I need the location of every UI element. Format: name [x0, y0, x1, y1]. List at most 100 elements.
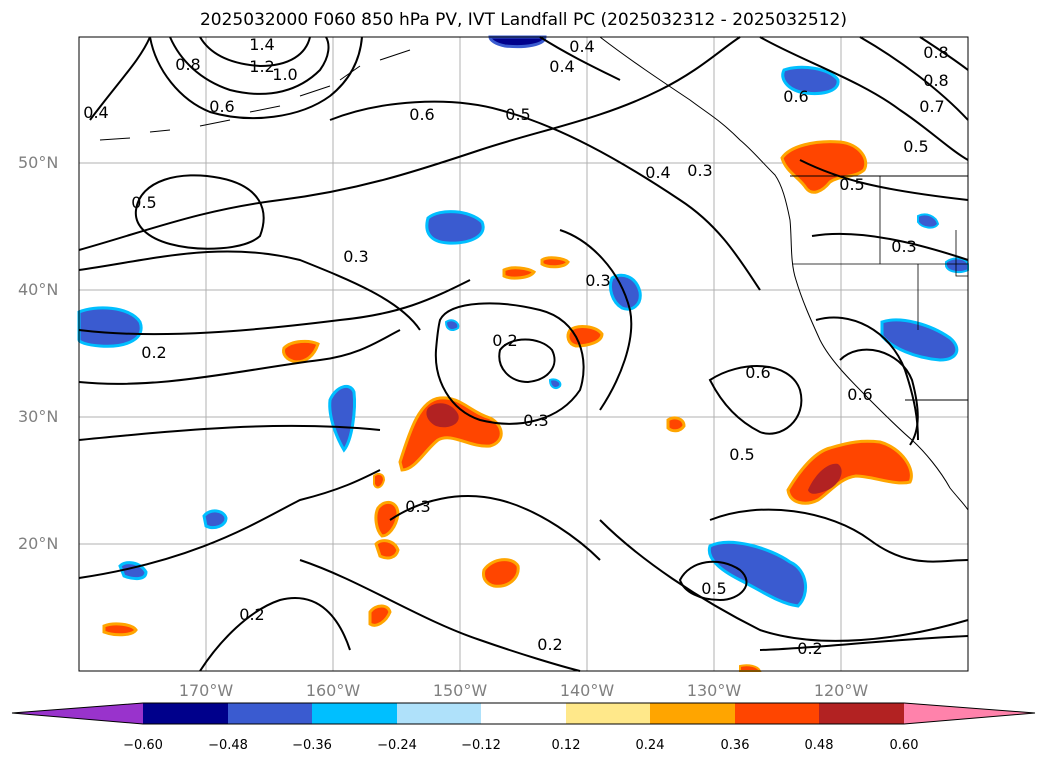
negative-anomaly-fields: [77, 35, 969, 608]
contour-line: [759, 635, 969, 651]
colorbar-segment: [819, 703, 904, 724]
contour-line: [149, 36, 363, 120]
lat-label-20: 20°N: [18, 534, 59, 553]
colorbar-outline: [11, 702, 1036, 725]
map-frame: [78, 36, 969, 672]
blob-red: [786, 439, 913, 505]
colorbar-segment: [650, 703, 735, 724]
blob-red: [666, 416, 686, 433]
colorbar-tick-label: −0.24: [377, 738, 417, 753]
contour-label: 0.4: [549, 57, 574, 76]
lat-label-30: 30°N: [18, 407, 59, 426]
blob-red: [482, 558, 520, 588]
contour-label: 0.8: [175, 55, 200, 74]
contour-label: 0.6: [847, 385, 872, 404]
colorbar-tick-label: −0.12: [461, 738, 501, 753]
blob-red: [502, 266, 537, 280]
lon-label-130: 130°W: [686, 681, 742, 700]
contour-line: [78, 424, 381, 441]
contour-line: [78, 250, 421, 331]
contour-line: [78, 469, 381, 579]
contour-line: [78, 36, 741, 251]
contour-label: 0.6: [745, 363, 770, 382]
blob-red: [374, 500, 400, 538]
contour-line: [811, 232, 969, 261]
blob-darkred: [426, 403, 459, 428]
lon-label-140: 140°W: [559, 681, 615, 700]
blob-blue: [707, 540, 807, 608]
colorbar: [11, 702, 1036, 725]
coastline-north-america: [599, 36, 969, 511]
contour-line: [919, 36, 969, 71]
blob-blue: [781, 65, 840, 95]
blob-blue: [945, 257, 969, 274]
contour-line: [709, 508, 969, 563]
colorbar-segment: [228, 703, 312, 724]
state-borders: [792, 176, 968, 330]
contour-label: 0.2: [492, 331, 517, 350]
lon-label-120: 120°W: [813, 681, 869, 700]
contour-label: 0.4: [645, 163, 670, 182]
blob-blue: [880, 318, 959, 362]
contour-line: [708, 365, 803, 435]
colorbar-tick-label: 0.48: [804, 738, 834, 753]
contour-label: 0.2: [239, 605, 264, 624]
blob-blue: [488, 35, 547, 49]
contour-line: [799, 159, 969, 201]
contour-line: [599, 519, 969, 642]
contour-label: 0.2: [141, 343, 166, 362]
blob-red: [540, 256, 570, 269]
contour-label: 1.2: [249, 57, 274, 76]
contour-line: [389, 495, 601, 561]
colorbar-extend-high: [904, 703, 1035, 724]
blob-blue: [444, 319, 460, 331]
blob-blue: [328, 384, 356, 453]
blob-blue: [202, 509, 228, 530]
contour-label: 0.6: [783, 87, 808, 106]
blob-red: [282, 339, 320, 364]
contour-label: 0.3: [891, 237, 916, 256]
blob-red: [368, 604, 392, 627]
contour-label: 0.4: [83, 103, 108, 122]
contour-label: 0.8: [923, 43, 948, 62]
blob-blue: [548, 378, 562, 389]
contour-line: [559, 229, 633, 411]
contour-label: 0.6: [409, 105, 434, 124]
contour-label: 0.5: [505, 105, 530, 124]
pv-contours: [78, 36, 969, 672]
contour-label: 0.8: [923, 71, 948, 90]
gridlines: [79, 37, 968, 671]
contour-label: 0.5: [701, 579, 726, 598]
contour-line: [434, 302, 585, 425]
lat-label-40: 40°N: [18, 280, 59, 299]
blob-blue: [77, 306, 143, 348]
blob-red: [102, 622, 138, 637]
colorbar-tick-label: 0.12: [551, 738, 581, 753]
contour-label: 0.5: [839, 175, 864, 194]
contour-line: [199, 597, 351, 672]
contour-label: 0.2: [537, 635, 562, 654]
contour-label: 0.3: [585, 271, 610, 290]
colorbar-tick-label: 0.36: [720, 738, 750, 753]
contour-label: 0.4: [569, 37, 594, 56]
colorbar-segment: [566, 703, 650, 724]
contour-label: 0.5: [903, 137, 928, 156]
contour-labels: 1.4 1.2 1.0 0.8 0.6 0.4 0.6 0.5 0.4 0.4 …: [83, 35, 948, 658]
blob-red: [374, 539, 400, 560]
contour-line: [169, 36, 330, 95]
contour-label: 0.3: [523, 411, 548, 430]
colorbar-segment: [481, 703, 566, 724]
lon-label-170: 170°W: [178, 681, 234, 700]
contour-line: [78, 329, 401, 385]
colorbar-tick-label: −0.60: [123, 738, 163, 753]
positive-anomaly-fields: [102, 140, 913, 672]
lat-label-50: 50°N: [18, 153, 59, 172]
contour-line: [678, 560, 748, 602]
contour-line: [329, 100, 761, 291]
contour-label: 0.5: [729, 445, 754, 464]
contour-label: 0.2: [797, 639, 822, 658]
contour-line: [134, 174, 265, 250]
colorbar-tick-label: 0.24: [635, 738, 665, 753]
colorbar-segment: [143, 703, 228, 724]
contour-line: [859, 36, 969, 121]
